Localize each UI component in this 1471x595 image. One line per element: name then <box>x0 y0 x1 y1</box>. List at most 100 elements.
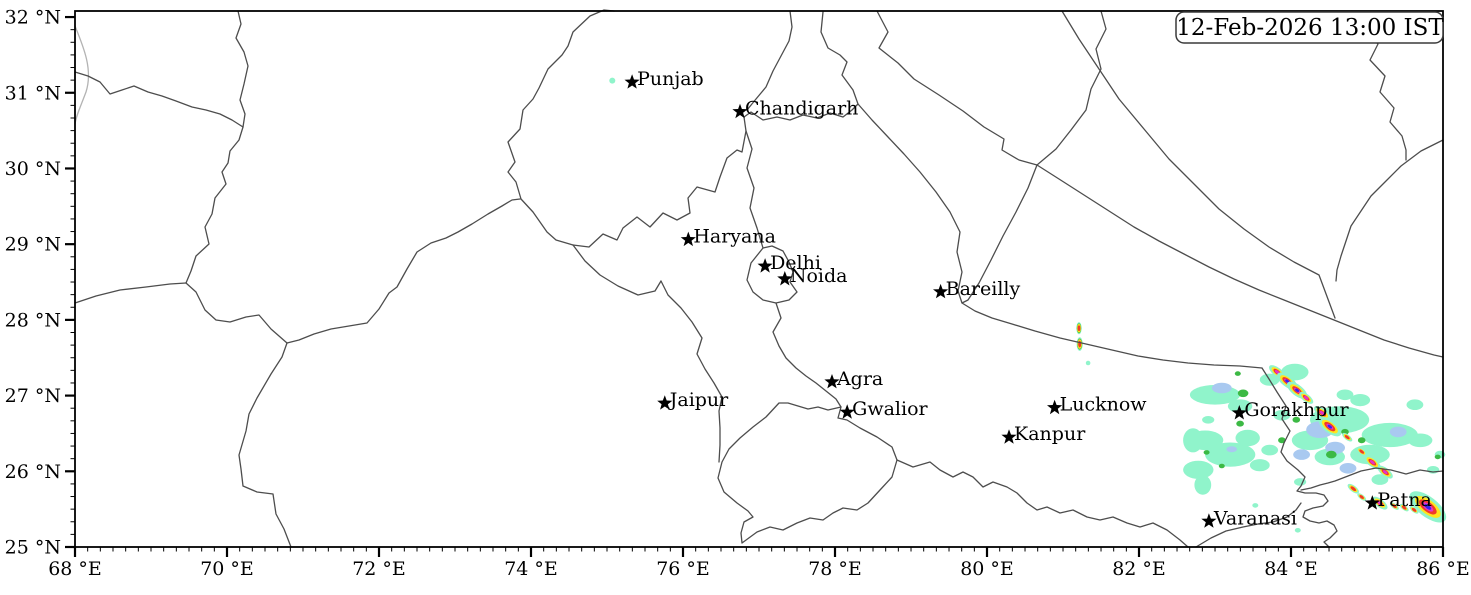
x-tick-label: 78 °E <box>808 558 862 580</box>
storm-cell <box>1313 405 1331 421</box>
city-marker-jaipur <box>657 395 673 410</box>
city-gwalior: Gwalior <box>839 398 929 420</box>
precip-cell-light <box>1294 528 1301 533</box>
precip-cell-light <box>1205 442 1256 467</box>
precip-cell-heavy <box>1292 416 1301 423</box>
city-label-jaipur: Jaipur <box>668 389 729 411</box>
city-label-bareilly: Bareilly <box>946 278 1021 300</box>
precip-cell-light <box>1183 428 1203 453</box>
city-label-lucknow: Lucknow <box>1060 394 1148 416</box>
axes-frame: 68 °E 70 °E 72 °E 74 °E 76 °E 78 °E 80 °E 82 °E… <box>5 7 1470 580</box>
city-marker-agra <box>824 374 840 389</box>
x-tick-label: 74 °E <box>504 558 558 580</box>
y-tick-label: 25 °N <box>5 537 61 559</box>
storm-cell-layer <box>1392 504 1397 509</box>
precip-cell-light <box>1336 389 1354 401</box>
city-label-noida: Noida <box>790 265 848 287</box>
precip-cell-light <box>1183 460 1214 479</box>
precip-cell-heavy <box>1237 389 1249 398</box>
x-tick-label: 68 °E <box>48 558 102 580</box>
precip-cell-light <box>1371 474 1389 485</box>
storm-cell-layer <box>1285 379 1290 383</box>
city-label-patna: Patna <box>1377 489 1431 511</box>
precip-cell-moderate <box>1325 441 1345 454</box>
precip-cell-moderate <box>1389 426 1407 438</box>
city-noida: Noida <box>777 265 847 287</box>
precip-cell-light <box>1235 429 1260 447</box>
precip-cell-light <box>1350 394 1371 407</box>
city-marker-bareilly <box>933 283 949 299</box>
precip-cell-heavy <box>1236 420 1244 427</box>
city-label-delhi: Delhi <box>770 252 821 274</box>
city-label-chandigarh: Chandigarh <box>745 98 858 120</box>
y-tick-label: 31 °N <box>5 82 61 104</box>
y-tick-label: 29 °N <box>5 234 61 256</box>
city-agra: Agra <box>824 368 883 390</box>
storm-cell <box>1347 483 1359 494</box>
storm-cell-layer <box>1359 495 1364 499</box>
axis-ticks <box>65 15 1445 557</box>
storm-cell-layer <box>1327 424 1332 429</box>
storm-cell-layer <box>1369 460 1375 465</box>
storm-cell-layer <box>1295 388 1300 393</box>
precip-cell-heavy <box>1357 437 1366 444</box>
storm-cell-layer <box>1344 435 1350 440</box>
city-label-gorakhpur: Gorakhpur <box>1244 399 1349 421</box>
precip-cell-light <box>609 77 616 84</box>
timestamp-text: 12-Feb-2026 13:00 IST <box>1176 15 1444 41</box>
precip-cell-moderate <box>1211 382 1232 394</box>
precip-cell-light <box>1202 416 1215 424</box>
city-marker-chandigarh <box>732 103 748 119</box>
city-marker-kanpur <box>1001 429 1017 444</box>
city-label-gwalior: Gwalior <box>852 398 928 420</box>
city-jaipur: Jaipur <box>657 389 729 411</box>
city-haryana: Haryana <box>680 226 776 248</box>
city-label-agra: Agra <box>836 368 883 390</box>
city-varanasi: Varanasi <box>1201 507 1297 529</box>
plot-border <box>74 10 1444 548</box>
city-bareilly: Bareilly <box>933 278 1020 300</box>
storm-cell <box>1356 447 1367 456</box>
x-tick-label: 86 °E <box>1416 558 1470 580</box>
storm-cell-layer <box>1350 486 1357 492</box>
x-tick-label: 84 °E <box>1264 558 1318 580</box>
x-tick-label: 80 °E <box>960 558 1014 580</box>
city-label-haryana: Haryana <box>693 226 776 248</box>
coastline <box>74 25 90 125</box>
precip-cell-heavy <box>1218 463 1225 469</box>
storm-cell <box>1409 506 1419 514</box>
city-marker-gwalior <box>839 404 855 419</box>
storm-cell-layer <box>1319 410 1325 416</box>
y-tick-label: 27 °N <box>5 385 61 407</box>
city-patna: Patna <box>1364 489 1432 511</box>
city-marker-haryana <box>680 231 696 247</box>
precip-cell-moderate <box>1293 449 1310 460</box>
city-lucknow: Lucknow <box>1047 394 1147 416</box>
city-marker-lucknow <box>1047 399 1063 415</box>
precip-cell-light <box>1194 475 1212 495</box>
city-punjab: Punjab <box>624 68 704 90</box>
y-tick-label: 26 °N <box>5 461 61 483</box>
storm-cell <box>1076 322 1082 335</box>
storm-cell-layer <box>1424 504 1432 510</box>
storm-cell <box>1076 337 1083 351</box>
city-marker-patna <box>1364 495 1380 510</box>
storm-cell-layer <box>1377 501 1383 506</box>
storm-cell <box>1409 491 1447 523</box>
storm-cell-layer <box>1077 325 1081 332</box>
precip-cell-heavy <box>1234 371 1241 376</box>
state-boundaries <box>74 9 1444 548</box>
precip-cell-heavy <box>1203 450 1210 455</box>
city-gorakhpur: Gorakhpur <box>1231 399 1349 421</box>
x-tick-label: 70 °E <box>200 558 254 580</box>
x-tick-label: 82 °E <box>1112 558 1166 580</box>
storm-cell <box>1389 502 1399 510</box>
storm-cell <box>1299 391 1314 404</box>
x-tick-label: 76 °E <box>656 558 710 580</box>
city-marker-noida <box>777 271 793 286</box>
city-label-punjab: Punjab <box>637 68 704 90</box>
precip-cell-light <box>1273 410 1291 421</box>
city-chandigarh: Chandigarh <box>732 98 858 120</box>
y-tick-label: 32 °N <box>5 7 61 29</box>
precip-cell-moderate <box>1339 463 1357 474</box>
